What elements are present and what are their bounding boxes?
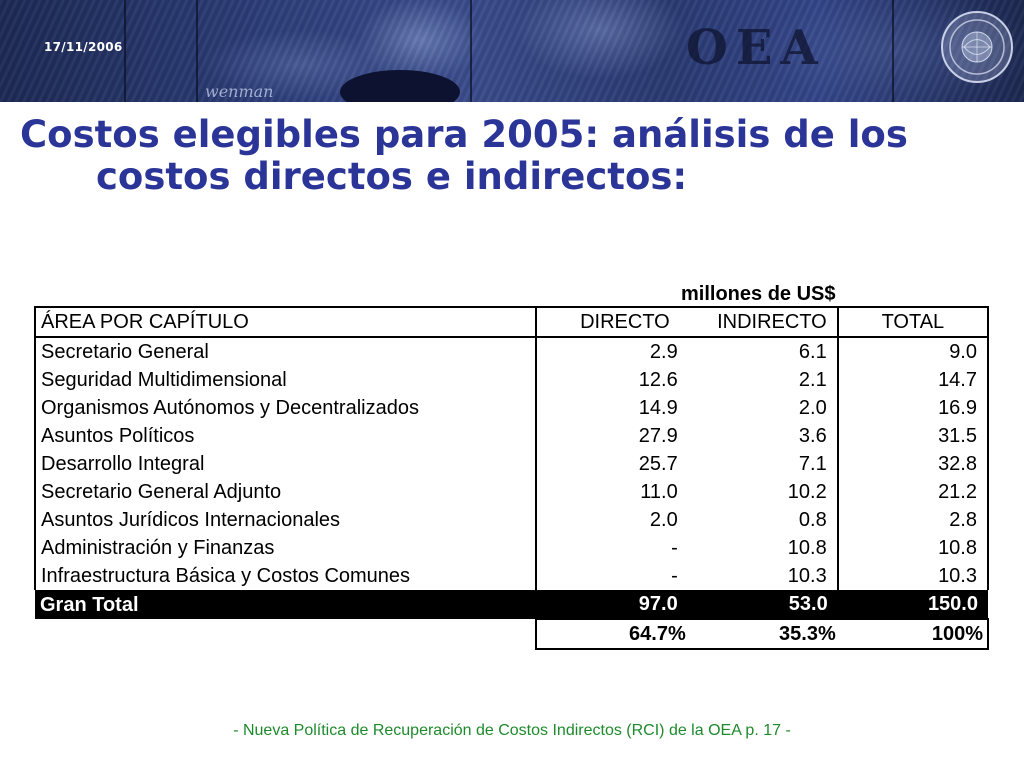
row-total: 10.3 [836,562,990,590]
table-row: Asuntos Jurídicos Internacionales 2.0 0.… [33,506,990,534]
row-total: 32.8 [836,450,990,478]
table-row: Infraestructura Básica y Costos Comunes … [33,562,990,590]
row-area: Secretario General [33,337,537,366]
cost-table: ÁREA POR CAPÍTULO DIRECTO INDIRECTO TOTA… [33,306,990,650]
column-header-total: TOTAL [836,306,990,338]
table-row: Desarrollo Integral 25.7 7.1 32.8 [33,450,990,478]
row-area: Secretario General Adjunto [33,478,537,506]
percent-row: 64.7% 35.3% 100% [35,618,990,650]
oas-seal-icon [941,11,1013,83]
row-directo: 27.9 [535,422,688,450]
table-row: Asuntos Políticos 27.9 3.6 31.5 [33,422,990,450]
slide-date: 17/11/2006 [44,40,123,54]
row-total: 10.8 [836,534,990,562]
units-label: millones de US$ [681,283,836,305]
row-indirecto: 10.3 [787,565,827,587]
row-indirecto: 2.1 [798,369,827,391]
grand-total-label: Gran Total [35,590,537,619]
table-row: Organismos Autónomos y Decentralizados 1… [33,394,990,422]
row-total: 21.2 [836,478,990,506]
row-total: 14.7 [836,366,990,394]
row-directo: 12.6 [535,366,688,394]
grand-total-total: 150.0 [837,590,988,619]
row-indirecto: 10.2 [787,481,827,503]
percent-directo: 64.7% [535,618,688,650]
row-area: Seguridad Multidimensional [33,366,537,394]
table-header-row: ÁREA POR CAPÍTULO DIRECTO INDIRECTO TOTA… [33,306,990,338]
row-directo: 2.0 [535,506,688,534]
title-line-2: costos directos e indirectos: [96,155,688,198]
row-indirecto: 7.1 [798,453,827,475]
percent-row-spacer [35,619,536,649]
row-directo: - [535,562,688,590]
banner-decoration [340,70,460,102]
oea-logo-text: OEA [686,20,826,76]
column-header-indirecto: INDIRECTO [687,306,838,338]
row-area: Desarrollo Integral [33,450,537,478]
row-directo: - [535,534,688,562]
column-header-directo: DIRECTO [535,306,688,338]
row-area: Organismos Autónomos y Decentralizados [33,394,537,422]
grand-total-indirecto: 53.0 [687,590,838,619]
banner-texture [0,0,1024,102]
percent-indirecto: 35.3% [687,618,838,650]
grand-total-directo: 97.0 [536,590,688,619]
banner-divider [470,0,472,102]
row-total: 31.5 [836,422,990,450]
row-indirecto: 10.8 [787,537,827,559]
row-total: 9.0 [836,337,990,366]
banner-divider [124,0,126,102]
slide-footer: - Nueva Política de Recuperación de Cost… [233,722,791,739]
slide-title: Costos elegibles para 2005: análisis de … [20,114,1010,198]
row-directo: 11.0 [535,478,688,506]
header-banner: wenman 17/11/2006 OEA [0,0,1024,102]
row-area: Asuntos Políticos [33,422,537,450]
table-row: Seguridad Multidimensional 12.6 2.1 14.7 [33,366,990,394]
table-row: Secretario General Adjunto 11.0 10.2 21.… [33,478,990,506]
row-indirecto: 0.8 [798,509,827,531]
banner-divider [892,0,894,102]
title-line-1: Costos elegibles para 2005: análisis de … [20,113,908,156]
table-row: Administración y Finanzas - 10.8 10.8 [33,534,990,562]
banner-divider [196,0,198,102]
banner-scribble: wenman [205,82,274,101]
grand-total-row: Gran Total 97.0 53.0 150.0 [35,590,988,619]
row-total: 2.8 [836,506,990,534]
row-indirecto: 6.1 [798,341,827,363]
column-header-area: ÁREA POR CAPÍTULO [33,306,537,338]
row-area: Administración y Finanzas [33,534,537,562]
row-directo: 14.9 [535,394,688,422]
row-directo: 25.7 [535,450,688,478]
row-directo: 2.9 [535,337,688,366]
row-area: Asuntos Jurídicos Internacionales [33,506,537,534]
row-total: 16.9 [836,394,990,422]
row-indirecto: 3.6 [798,425,827,447]
row-indirecto: 2.0 [798,397,827,419]
row-area: Infraestructura Básica y Costos Comunes [33,562,537,590]
percent-total: 100% [837,618,990,650]
table-row: Secretario General 2.9 6.1 9.0 [33,337,990,366]
